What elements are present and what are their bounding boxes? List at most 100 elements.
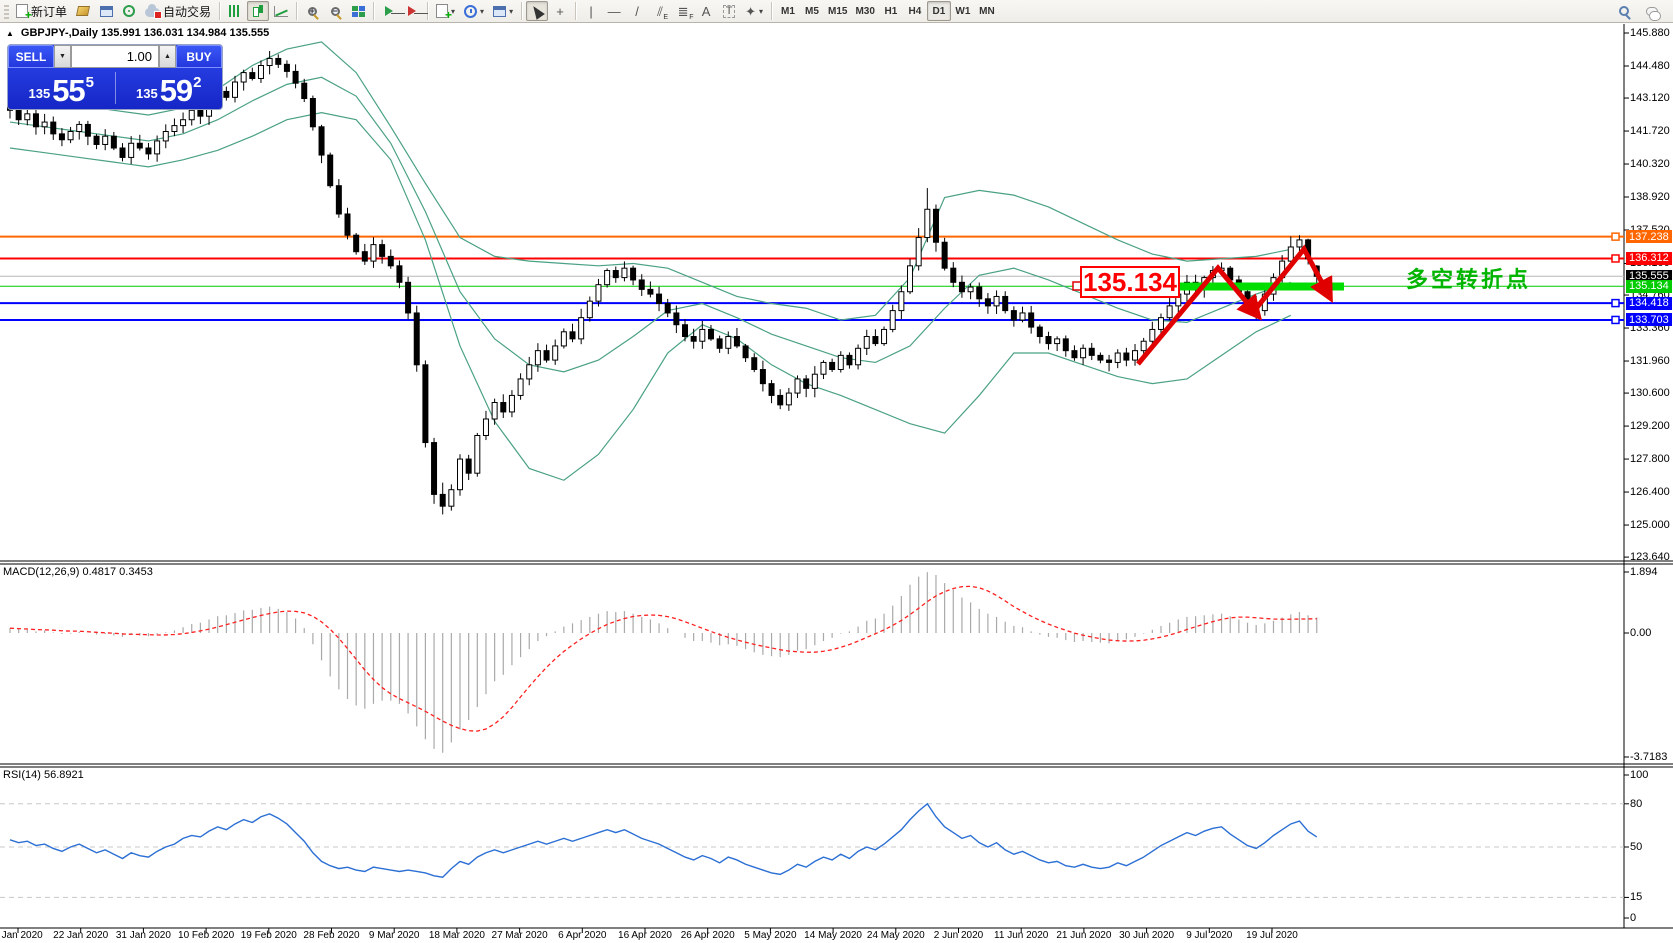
candlestick-chart-button[interactable] [247,1,270,21]
date-label: 28 Feb 2020 [303,930,360,941]
candle [1019,312,1026,321]
date-label: 22 Jan 2020 [53,930,109,941]
buy-button[interactable]: BUY [176,45,222,68]
bar-chart-icon [228,5,242,17]
candlestick-icon [252,5,265,17]
arrows-icon: ✦ [745,3,756,19]
timeframe-mn[interactable]: MN [979,5,995,17]
price-tag: 133.703 [1626,313,1672,327]
templates-button[interactable]: ▾ [489,1,517,21]
signals-button[interactable] [118,1,140,21]
axis-tick-label: 129.200 [1630,420,1670,433]
candle [508,394,515,413]
search-button[interactable] [1613,1,1635,21]
candle [950,267,957,283]
chart-shift-button[interactable] [401,1,429,21]
new-order-button[interactable]: 新订单 [12,1,71,22]
toolbar-separator [296,2,298,20]
date-label: 21 Jun 2020 [1056,930,1112,941]
candle [249,72,256,79]
bollinger-lower-band [9,112,1292,481]
horizontal-line-button[interactable]: — [603,1,625,21]
main-toolbar: 新订单 自动交易 + − ▾ ▾ ▾ + | — / ⫽E ≣F A T [0,0,1673,23]
channel-button[interactable]: ⫽ E [649,1,671,21]
candle [327,154,334,187]
fibonacci-button[interactable]: ≣ F [672,1,694,21]
zigzag-arrow-1[interactable] [1136,264,1263,366]
candle [656,293,663,305]
axis-tick-label: 145.880 [1630,27,1670,39]
candle [301,82,308,100]
crosshair-button[interactable]: + [549,1,571,21]
candle [1002,295,1009,312]
candle [1028,312,1035,328]
timeframe-w1[interactable]: W1 [955,5,971,17]
timeframe-h4[interactable]: H4 [908,5,922,17]
candle [15,109,22,121]
sell-price[interactable]: 135 55 5 [8,68,115,108]
candle [552,345,559,361]
cursor-button[interactable] [526,1,549,21]
volume-increase-button[interactable]: ▲ [159,45,176,68]
date-label: 18 Mar 2020 [428,930,485,941]
candle [180,119,187,127]
hline-handle[interactable] [1611,254,1620,263]
support-zone-bar[interactable] [1172,282,1344,291]
auto-scroll-button[interactable] [378,1,406,21]
timeframe-h1[interactable]: H1 [884,5,898,17]
candle [223,90,230,98]
community-chat-button[interactable] [1641,1,1663,21]
sell-button[interactable]: SELL [8,45,54,68]
text-button[interactable]: A [695,1,717,21]
periods-button[interactable]: ▾ [460,1,488,21]
hline-handle[interactable] [1611,315,1620,325]
vertical-line-icon: | [589,3,593,19]
text-label-button[interactable]: T [718,1,740,21]
auto-trading-button[interactable]: 自动交易 [141,1,215,21]
candle [664,303,671,314]
axis-tick-label: 138.920 [1630,191,1670,203]
buy-price[interactable]: 135 59 2 [116,68,223,108]
timeframe-m5[interactable]: M5 [805,5,819,17]
candle [872,336,879,345]
toolbar-grip[interactable] [4,3,9,19]
candle [725,336,732,349]
volume-input[interactable]: 1.00 [71,45,159,68]
bar-chart-button[interactable] [224,1,246,21]
candle [595,284,602,302]
price-callout-label[interactable]: 135.134 [1080,266,1180,298]
axis-tick-label: 131.960 [1630,355,1670,368]
volume-decrease-button[interactable]: ▼ [54,45,71,68]
candle [751,357,758,371]
chart-window-button[interactable] [95,1,117,21]
timeframe-m1[interactable]: M1 [781,5,795,17]
tile-windows-button[interactable] [347,1,369,21]
timeframe-m30[interactable]: M30 [855,5,875,17]
zoom-in-button[interactable]: + [301,1,323,21]
arrows-button[interactable]: ✦ ▾ [745,3,763,19]
rsi-line [9,802,1318,878]
zoom-out-button[interactable]: − [324,1,346,21]
candle [941,241,948,269]
candle [630,267,637,281]
axis-tick-label: 123.640 [1630,551,1670,564]
date-label: 30 Jun 2020 [1119,930,1175,941]
axis-tick-label: 126.400 [1630,486,1670,499]
turning-point-text[interactable]: 多空转折点 [1406,267,1532,292]
timeframe-m15[interactable]: M15 [828,5,848,17]
candle [898,291,905,312]
line-chart-button[interactable] [270,1,292,21]
trendline-button[interactable]: / [626,1,648,21]
candle [439,493,446,507]
hline-handle[interactable] [1611,232,1620,241]
indicators-button[interactable]: ▾ [432,1,459,22]
candle [560,331,567,347]
candle [1097,354,1104,361]
hline-handle[interactable] [1611,298,1620,308]
timeframe-d1[interactable]: D1 [926,1,951,21]
vertical-line-button[interactable]: | [580,1,602,21]
zigzag-arrow-2[interactable] [1252,244,1333,313]
collapse-triangle-icon[interactable]: ▲ [6,28,14,38]
